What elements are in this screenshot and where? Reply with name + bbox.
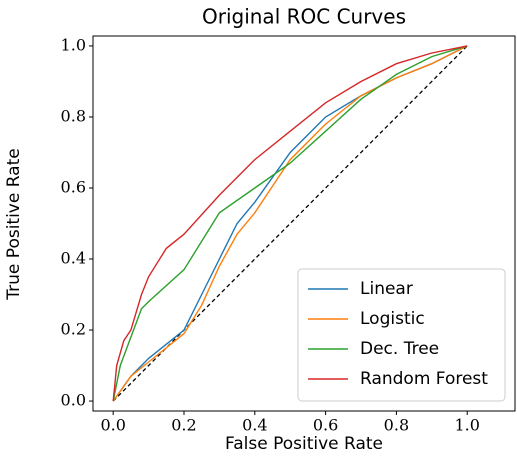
y-tick-label: 1.0 bbox=[61, 35, 86, 54]
legend-box bbox=[297, 268, 506, 402]
legend-label: Linear bbox=[360, 279, 413, 299]
y-tick-label: 0.0 bbox=[61, 391, 86, 410]
chart-title: Original ROC Curves bbox=[202, 5, 406, 29]
legend-label: Dec. Tree bbox=[360, 339, 439, 359]
legend-label: Logistic bbox=[360, 309, 425, 329]
x-tick-label: 0.4 bbox=[242, 416, 267, 435]
y-tick-label: 0.8 bbox=[61, 106, 86, 125]
x-tick-label: 0.6 bbox=[313, 416, 338, 435]
roc-line bbox=[112, 45, 468, 402]
y-axis-label: True Positive Rate bbox=[4, 148, 24, 300]
y-tick-label: 0.6 bbox=[61, 177, 86, 196]
y-tick-label: 0.4 bbox=[61, 249, 86, 268]
roc-line bbox=[112, 45, 468, 402]
x-axis-label: False Positive Rate bbox=[225, 434, 383, 454]
plot-frame bbox=[92, 35, 516, 412]
legend-label: Random Forest bbox=[360, 369, 488, 389]
x-tick-label: 0.2 bbox=[171, 416, 196, 435]
x-tick-label: 0.8 bbox=[384, 416, 409, 435]
x-tick-label: 0.0 bbox=[100, 416, 125, 435]
roc-line bbox=[112, 45, 468, 402]
x-tick-label: 1.0 bbox=[454, 416, 479, 435]
y-tick-label: 0.2 bbox=[61, 320, 86, 339]
